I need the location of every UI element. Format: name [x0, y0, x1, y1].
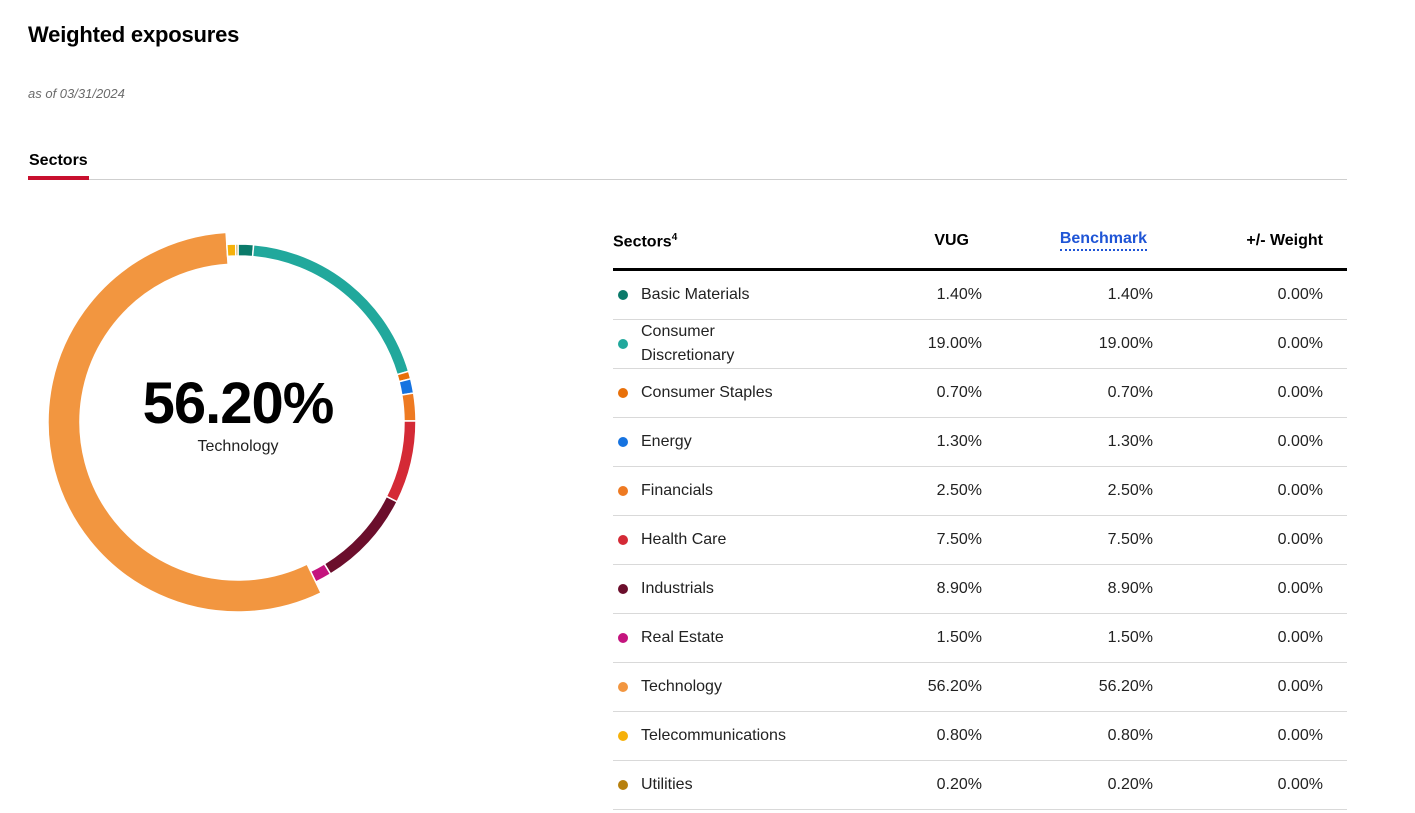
sector-name: Telecommunications [641, 727, 786, 744]
table-row: Basic Materials 1.40% 1.40% 0.00% [613, 271, 1347, 320]
legend-dot [618, 290, 628, 300]
benchmark-weight: 1.50% [1107, 629, 1153, 646]
donut-slice-industrials[interactable] [323, 495, 399, 576]
weight-difference: 0.00% [1277, 482, 1323, 499]
fund-weight: 2.50% [936, 482, 982, 499]
fund-weight: 7.50% [936, 531, 982, 548]
as-of-date: as of 03/31/2024 [28, 86, 125, 101]
header-vug: VUG [934, 232, 969, 249]
benchmark-weight: 0.80% [1107, 727, 1153, 744]
sector-name: Consumer Discretionary [641, 323, 735, 364]
table-row: Real Estate 1.50% 1.50% 0.00% [613, 614, 1347, 663]
legend-dot [618, 584, 628, 594]
fund-weight: 1.30% [936, 433, 982, 450]
fund-weight: 1.50% [936, 629, 982, 646]
fund-weight: 1.40% [936, 286, 982, 303]
table-row: Technology 56.20% 56.20% 0.00% [613, 663, 1347, 712]
weight-difference: 0.00% [1277, 776, 1323, 793]
table-row: Utilities 0.20% 0.20% 0.00% [613, 761, 1347, 810]
sector-name: Basic Materials [641, 286, 750, 303]
benchmark-weight: 1.40% [1107, 286, 1153, 303]
weight-difference: 0.00% [1277, 433, 1323, 450]
footnote-marker[interactable]: 4 [671, 232, 678, 243]
donut-svg [48, 232, 417, 613]
fund-weight: 0.80% [936, 727, 982, 744]
weight-difference: 0.00% [1277, 678, 1323, 695]
table-row: Energy 1.30% 1.30% 0.00% [613, 418, 1347, 467]
legend-dot [618, 633, 628, 643]
donut-center-label: Technology [197, 438, 279, 455]
fund-weight: 8.90% [936, 580, 982, 597]
sector-name: Energy [641, 433, 692, 450]
tab-sectors[interactable]: Sectors [28, 152, 89, 180]
weight-difference: 0.00% [1277, 727, 1323, 744]
fund-weight: 56.20% [927, 678, 982, 695]
table-row: Industrials 8.90% 8.90% 0.00% [613, 565, 1347, 614]
weight-difference: 0.00% [1277, 335, 1323, 352]
donut-slice-telecommunications[interactable] [226, 243, 237, 258]
header-benchmark-link[interactable]: Benchmark [1059, 230, 1147, 251]
sector-name: Health Care [641, 531, 727, 548]
donut-slice-consumer-discretionary[interactable] [251, 243, 410, 376]
legend-dot [618, 535, 628, 545]
benchmark-weight: 0.70% [1107, 384, 1153, 401]
benchmark-weight: 7.50% [1107, 531, 1153, 548]
sector-name: Technology [641, 678, 722, 695]
header-weight-diff: +/- Weight [1246, 232, 1323, 249]
legend-dot [618, 486, 628, 496]
benchmark-weight: 2.50% [1107, 482, 1153, 499]
weight-difference: 0.00% [1277, 629, 1323, 646]
donut-center-value: 56.20% [142, 371, 335, 436]
table-row: Financials 2.50% 2.50% 0.00% [613, 467, 1347, 516]
fund-weight: 0.20% [936, 776, 982, 793]
fund-weight: 0.70% [936, 384, 982, 401]
benchmark-weight: 56.20% [1098, 678, 1153, 695]
table-header: Sectors4 VUG Benchmark +/- Weight [613, 216, 1347, 271]
donut-slice-technology[interactable] [48, 232, 323, 613]
sector-name: Real Estate [641, 629, 724, 646]
legend-dot [618, 388, 628, 398]
donut-slice-basic-materials[interactable] [237, 243, 255, 258]
sector-name: Consumer Staples [641, 384, 773, 401]
table-row: Consumer Staples 0.70% 0.70% 0.00% [613, 369, 1347, 418]
legend-dot [618, 780, 628, 790]
benchmark-weight: 19.00% [1098, 335, 1153, 352]
weight-difference: 0.00% [1277, 384, 1323, 401]
benchmark-weight: 1.30% [1107, 433, 1153, 450]
donut-slice-utilities[interactable] [235, 243, 239, 257]
benchmark-weight: 0.20% [1107, 776, 1153, 793]
weight-difference: 0.00% [1277, 286, 1323, 303]
fund-weight: 19.00% [927, 335, 982, 352]
legend-dot [618, 731, 628, 741]
header-sectors-label: Sectors [613, 233, 672, 251]
table-row: Consumer Discretionary 19.00% 19.00% 0.00% [613, 320, 1347, 369]
tab-bar: Sectors [28, 152, 1347, 180]
sector-donut-chart: 56.20% Technology [48, 232, 430, 614]
benchmark-weight: 8.90% [1107, 580, 1153, 597]
weight-difference: 0.00% [1277, 580, 1323, 597]
sector-name: Financials [641, 482, 714, 499]
weight-difference: 0.00% [1277, 531, 1323, 548]
page-title: Weighted exposures [28, 22, 240, 47]
table-row: Health Care 7.50% 7.50% 0.00% [613, 516, 1347, 565]
table-body: Basic Materials 1.40% 1.40% 0.00% Consumer D… [613, 271, 1347, 810]
sector-name: Utilities [641, 776, 693, 793]
legend-dot [618, 682, 628, 692]
sector-name: Industrials [641, 580, 714, 597]
legend-dot [618, 437, 628, 447]
table-row: Telecommunications 0.80% 0.80% 0.00% [613, 712, 1347, 761]
header-sectors: Sectors4 [613, 232, 677, 251]
legend-dot [618, 339, 628, 349]
sector-table: Sectors4 VUG Benchmark +/- Weight Basic … [613, 216, 1347, 810]
